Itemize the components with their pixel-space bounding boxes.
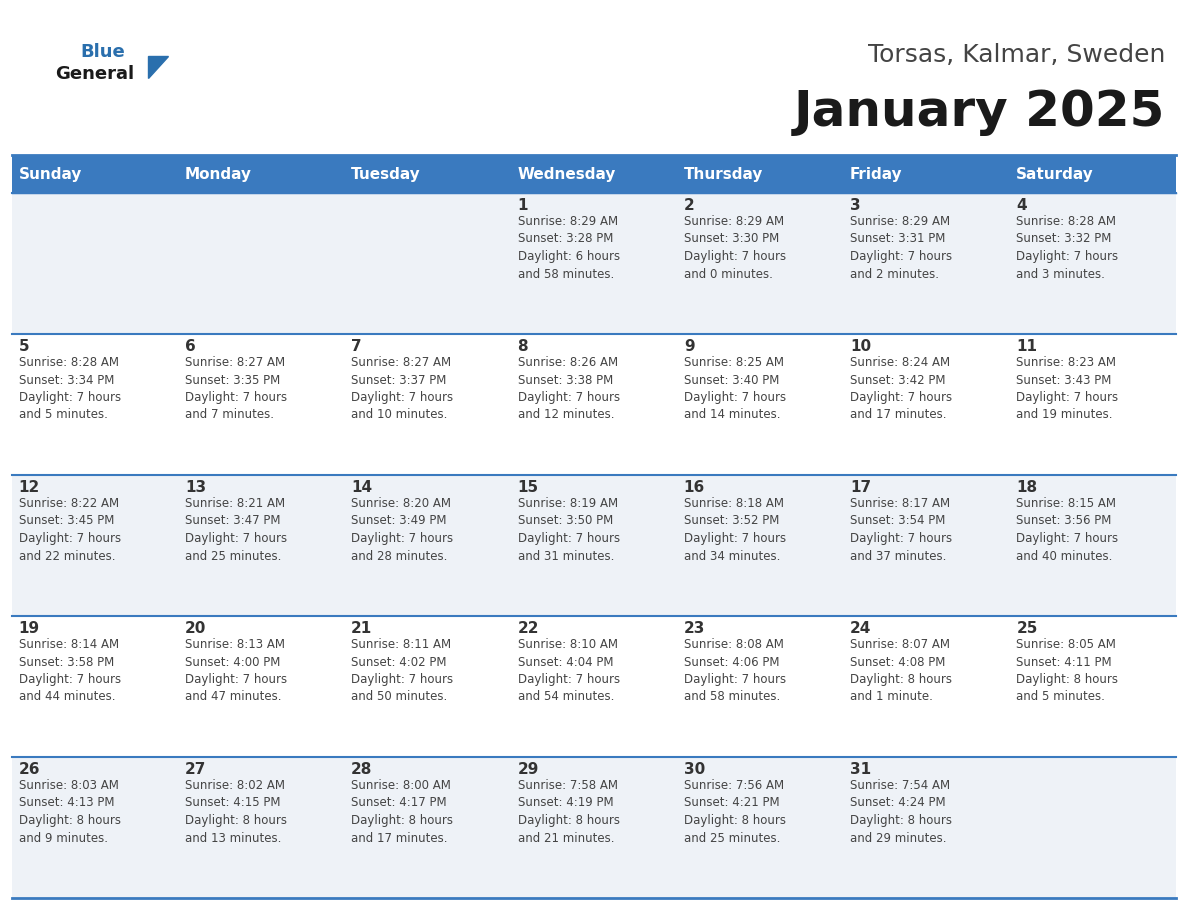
Text: Sunrise: 8:02 AM
Sunset: 4:15 PM
Daylight: 8 hours
and 13 minutes.: Sunrise: 8:02 AM Sunset: 4:15 PM Dayligh… xyxy=(185,779,287,845)
Text: 21: 21 xyxy=(352,621,373,636)
Text: 14: 14 xyxy=(352,480,372,495)
Text: 6: 6 xyxy=(185,339,196,354)
Text: 26: 26 xyxy=(19,762,40,777)
Bar xyxy=(12,757,1176,898)
Text: 23: 23 xyxy=(684,621,706,636)
Text: Sunrise: 8:25 AM
Sunset: 3:40 PM
Daylight: 7 hours
and 14 minutes.: Sunrise: 8:25 AM Sunset: 3:40 PM Dayligh… xyxy=(684,356,786,421)
Text: Wednesday: Wednesday xyxy=(518,166,615,182)
Text: 2: 2 xyxy=(684,198,695,213)
Text: Sunrise: 8:28 AM
Sunset: 3:34 PM
Daylight: 7 hours
and 5 minutes.: Sunrise: 8:28 AM Sunset: 3:34 PM Dayligh… xyxy=(19,356,121,421)
Text: Tuesday: Tuesday xyxy=(352,166,421,182)
Text: 16: 16 xyxy=(684,480,704,495)
Text: Sunrise: 8:11 AM
Sunset: 4:02 PM
Daylight: 7 hours
and 50 minutes.: Sunrise: 8:11 AM Sunset: 4:02 PM Dayligh… xyxy=(352,638,454,703)
Text: Sunrise: 8:00 AM
Sunset: 4:17 PM
Daylight: 8 hours
and 17 minutes.: Sunrise: 8:00 AM Sunset: 4:17 PM Dayligh… xyxy=(352,779,454,845)
Text: 12: 12 xyxy=(19,480,40,495)
Text: 19: 19 xyxy=(19,621,39,636)
Text: 13: 13 xyxy=(185,480,206,495)
Text: 3: 3 xyxy=(851,198,860,213)
Text: 29: 29 xyxy=(518,762,539,777)
Text: 7: 7 xyxy=(352,339,362,354)
Text: Sunrise: 7:58 AM
Sunset: 4:19 PM
Daylight: 8 hours
and 21 minutes.: Sunrise: 7:58 AM Sunset: 4:19 PM Dayligh… xyxy=(518,779,619,845)
Text: Sunrise: 7:56 AM
Sunset: 4:21 PM
Daylight: 8 hours
and 25 minutes.: Sunrise: 7:56 AM Sunset: 4:21 PM Dayligh… xyxy=(684,779,785,845)
Text: Sunrise: 8:13 AM
Sunset: 4:00 PM
Daylight: 7 hours
and 47 minutes.: Sunrise: 8:13 AM Sunset: 4:00 PM Dayligh… xyxy=(185,638,287,703)
Text: Friday: Friday xyxy=(851,166,903,182)
Text: Sunrise: 8:07 AM
Sunset: 4:08 PM
Daylight: 8 hours
and 1 minute.: Sunrise: 8:07 AM Sunset: 4:08 PM Dayligh… xyxy=(851,638,952,703)
Bar xyxy=(12,475,1176,616)
Text: 27: 27 xyxy=(185,762,207,777)
Text: 31: 31 xyxy=(851,762,871,777)
Text: 1: 1 xyxy=(518,198,527,213)
Text: 22: 22 xyxy=(518,621,539,636)
Text: Sunrise: 8:29 AM
Sunset: 3:30 PM
Daylight: 7 hours
and 0 minutes.: Sunrise: 8:29 AM Sunset: 3:30 PM Dayligh… xyxy=(684,215,786,281)
Text: Sunrise: 8:10 AM
Sunset: 4:04 PM
Daylight: 7 hours
and 54 minutes.: Sunrise: 8:10 AM Sunset: 4:04 PM Dayligh… xyxy=(518,638,620,703)
Text: 30: 30 xyxy=(684,762,704,777)
Text: Sunrise: 8:21 AM
Sunset: 3:47 PM
Daylight: 7 hours
and 25 minutes.: Sunrise: 8:21 AM Sunset: 3:47 PM Dayligh… xyxy=(185,497,287,563)
Text: Saturday: Saturday xyxy=(1017,166,1094,182)
Text: General: General xyxy=(55,65,134,83)
Text: Thursday: Thursday xyxy=(684,166,763,182)
Text: 11: 11 xyxy=(1017,339,1037,354)
Text: 10: 10 xyxy=(851,339,871,354)
Text: Sunrise: 8:26 AM
Sunset: 3:38 PM
Daylight: 7 hours
and 12 minutes.: Sunrise: 8:26 AM Sunset: 3:38 PM Dayligh… xyxy=(518,356,620,421)
Text: Sunrise: 8:27 AM
Sunset: 3:37 PM
Daylight: 7 hours
and 10 minutes.: Sunrise: 8:27 AM Sunset: 3:37 PM Dayligh… xyxy=(352,356,454,421)
Text: 8: 8 xyxy=(518,339,529,354)
Text: 15: 15 xyxy=(518,480,538,495)
Text: January 2025: January 2025 xyxy=(794,88,1165,136)
Text: Sunrise: 8:17 AM
Sunset: 3:54 PM
Daylight: 7 hours
and 37 minutes.: Sunrise: 8:17 AM Sunset: 3:54 PM Dayligh… xyxy=(851,497,953,563)
Text: Sunrise: 8:05 AM
Sunset: 4:11 PM
Daylight: 8 hours
and 5 minutes.: Sunrise: 8:05 AM Sunset: 4:11 PM Dayligh… xyxy=(1017,638,1118,703)
Text: Sunrise: 8:20 AM
Sunset: 3:49 PM
Daylight: 7 hours
and 28 minutes.: Sunrise: 8:20 AM Sunset: 3:49 PM Dayligh… xyxy=(352,497,454,563)
Text: 4: 4 xyxy=(1017,198,1026,213)
Text: Torsas, Kalmar, Sweden: Torsas, Kalmar, Sweden xyxy=(867,43,1165,67)
Bar xyxy=(12,155,1176,193)
Text: Sunrise: 8:24 AM
Sunset: 3:42 PM
Daylight: 7 hours
and 17 minutes.: Sunrise: 8:24 AM Sunset: 3:42 PM Dayligh… xyxy=(851,356,953,421)
Text: Sunday: Sunday xyxy=(19,166,82,182)
Text: Sunrise: 8:08 AM
Sunset: 4:06 PM
Daylight: 7 hours
and 58 minutes.: Sunrise: 8:08 AM Sunset: 4:06 PM Dayligh… xyxy=(684,638,786,703)
Text: 20: 20 xyxy=(185,621,207,636)
Text: 5: 5 xyxy=(19,339,30,354)
Text: Sunrise: 8:15 AM
Sunset: 3:56 PM
Daylight: 7 hours
and 40 minutes.: Sunrise: 8:15 AM Sunset: 3:56 PM Dayligh… xyxy=(1017,497,1118,563)
Text: Blue: Blue xyxy=(80,43,125,61)
Text: 25: 25 xyxy=(1017,621,1038,636)
Polygon shape xyxy=(148,56,168,78)
Bar xyxy=(12,193,1176,334)
Text: Sunrise: 8:29 AM
Sunset: 3:28 PM
Daylight: 6 hours
and 58 minutes.: Sunrise: 8:29 AM Sunset: 3:28 PM Dayligh… xyxy=(518,215,620,281)
Text: Sunrise: 8:22 AM
Sunset: 3:45 PM
Daylight: 7 hours
and 22 minutes.: Sunrise: 8:22 AM Sunset: 3:45 PM Dayligh… xyxy=(19,497,121,563)
Text: 28: 28 xyxy=(352,762,373,777)
Text: Sunrise: 8:28 AM
Sunset: 3:32 PM
Daylight: 7 hours
and 3 minutes.: Sunrise: 8:28 AM Sunset: 3:32 PM Dayligh… xyxy=(1017,215,1118,281)
Text: Sunrise: 8:03 AM
Sunset: 4:13 PM
Daylight: 8 hours
and 9 minutes.: Sunrise: 8:03 AM Sunset: 4:13 PM Dayligh… xyxy=(19,779,121,845)
Text: 24: 24 xyxy=(851,621,872,636)
Text: 9: 9 xyxy=(684,339,695,354)
Text: Sunrise: 8:19 AM
Sunset: 3:50 PM
Daylight: 7 hours
and 31 minutes.: Sunrise: 8:19 AM Sunset: 3:50 PM Dayligh… xyxy=(518,497,620,563)
Text: Sunrise: 8:27 AM
Sunset: 3:35 PM
Daylight: 7 hours
and 7 minutes.: Sunrise: 8:27 AM Sunset: 3:35 PM Dayligh… xyxy=(185,356,287,421)
Text: Sunrise: 8:23 AM
Sunset: 3:43 PM
Daylight: 7 hours
and 19 minutes.: Sunrise: 8:23 AM Sunset: 3:43 PM Dayligh… xyxy=(1017,356,1118,421)
Text: Sunrise: 8:18 AM
Sunset: 3:52 PM
Daylight: 7 hours
and 34 minutes.: Sunrise: 8:18 AM Sunset: 3:52 PM Dayligh… xyxy=(684,497,786,563)
Bar xyxy=(12,616,1176,757)
Text: Monday: Monday xyxy=(185,166,252,182)
Text: Sunrise: 8:14 AM
Sunset: 3:58 PM
Daylight: 7 hours
and 44 minutes.: Sunrise: 8:14 AM Sunset: 3:58 PM Dayligh… xyxy=(19,638,121,703)
Text: 17: 17 xyxy=(851,480,871,495)
Text: 18: 18 xyxy=(1017,480,1037,495)
Text: Sunrise: 8:29 AM
Sunset: 3:31 PM
Daylight: 7 hours
and 2 minutes.: Sunrise: 8:29 AM Sunset: 3:31 PM Dayligh… xyxy=(851,215,953,281)
Text: Sunrise: 7:54 AM
Sunset: 4:24 PM
Daylight: 8 hours
and 29 minutes.: Sunrise: 7:54 AM Sunset: 4:24 PM Dayligh… xyxy=(851,779,952,845)
Bar xyxy=(12,334,1176,475)
